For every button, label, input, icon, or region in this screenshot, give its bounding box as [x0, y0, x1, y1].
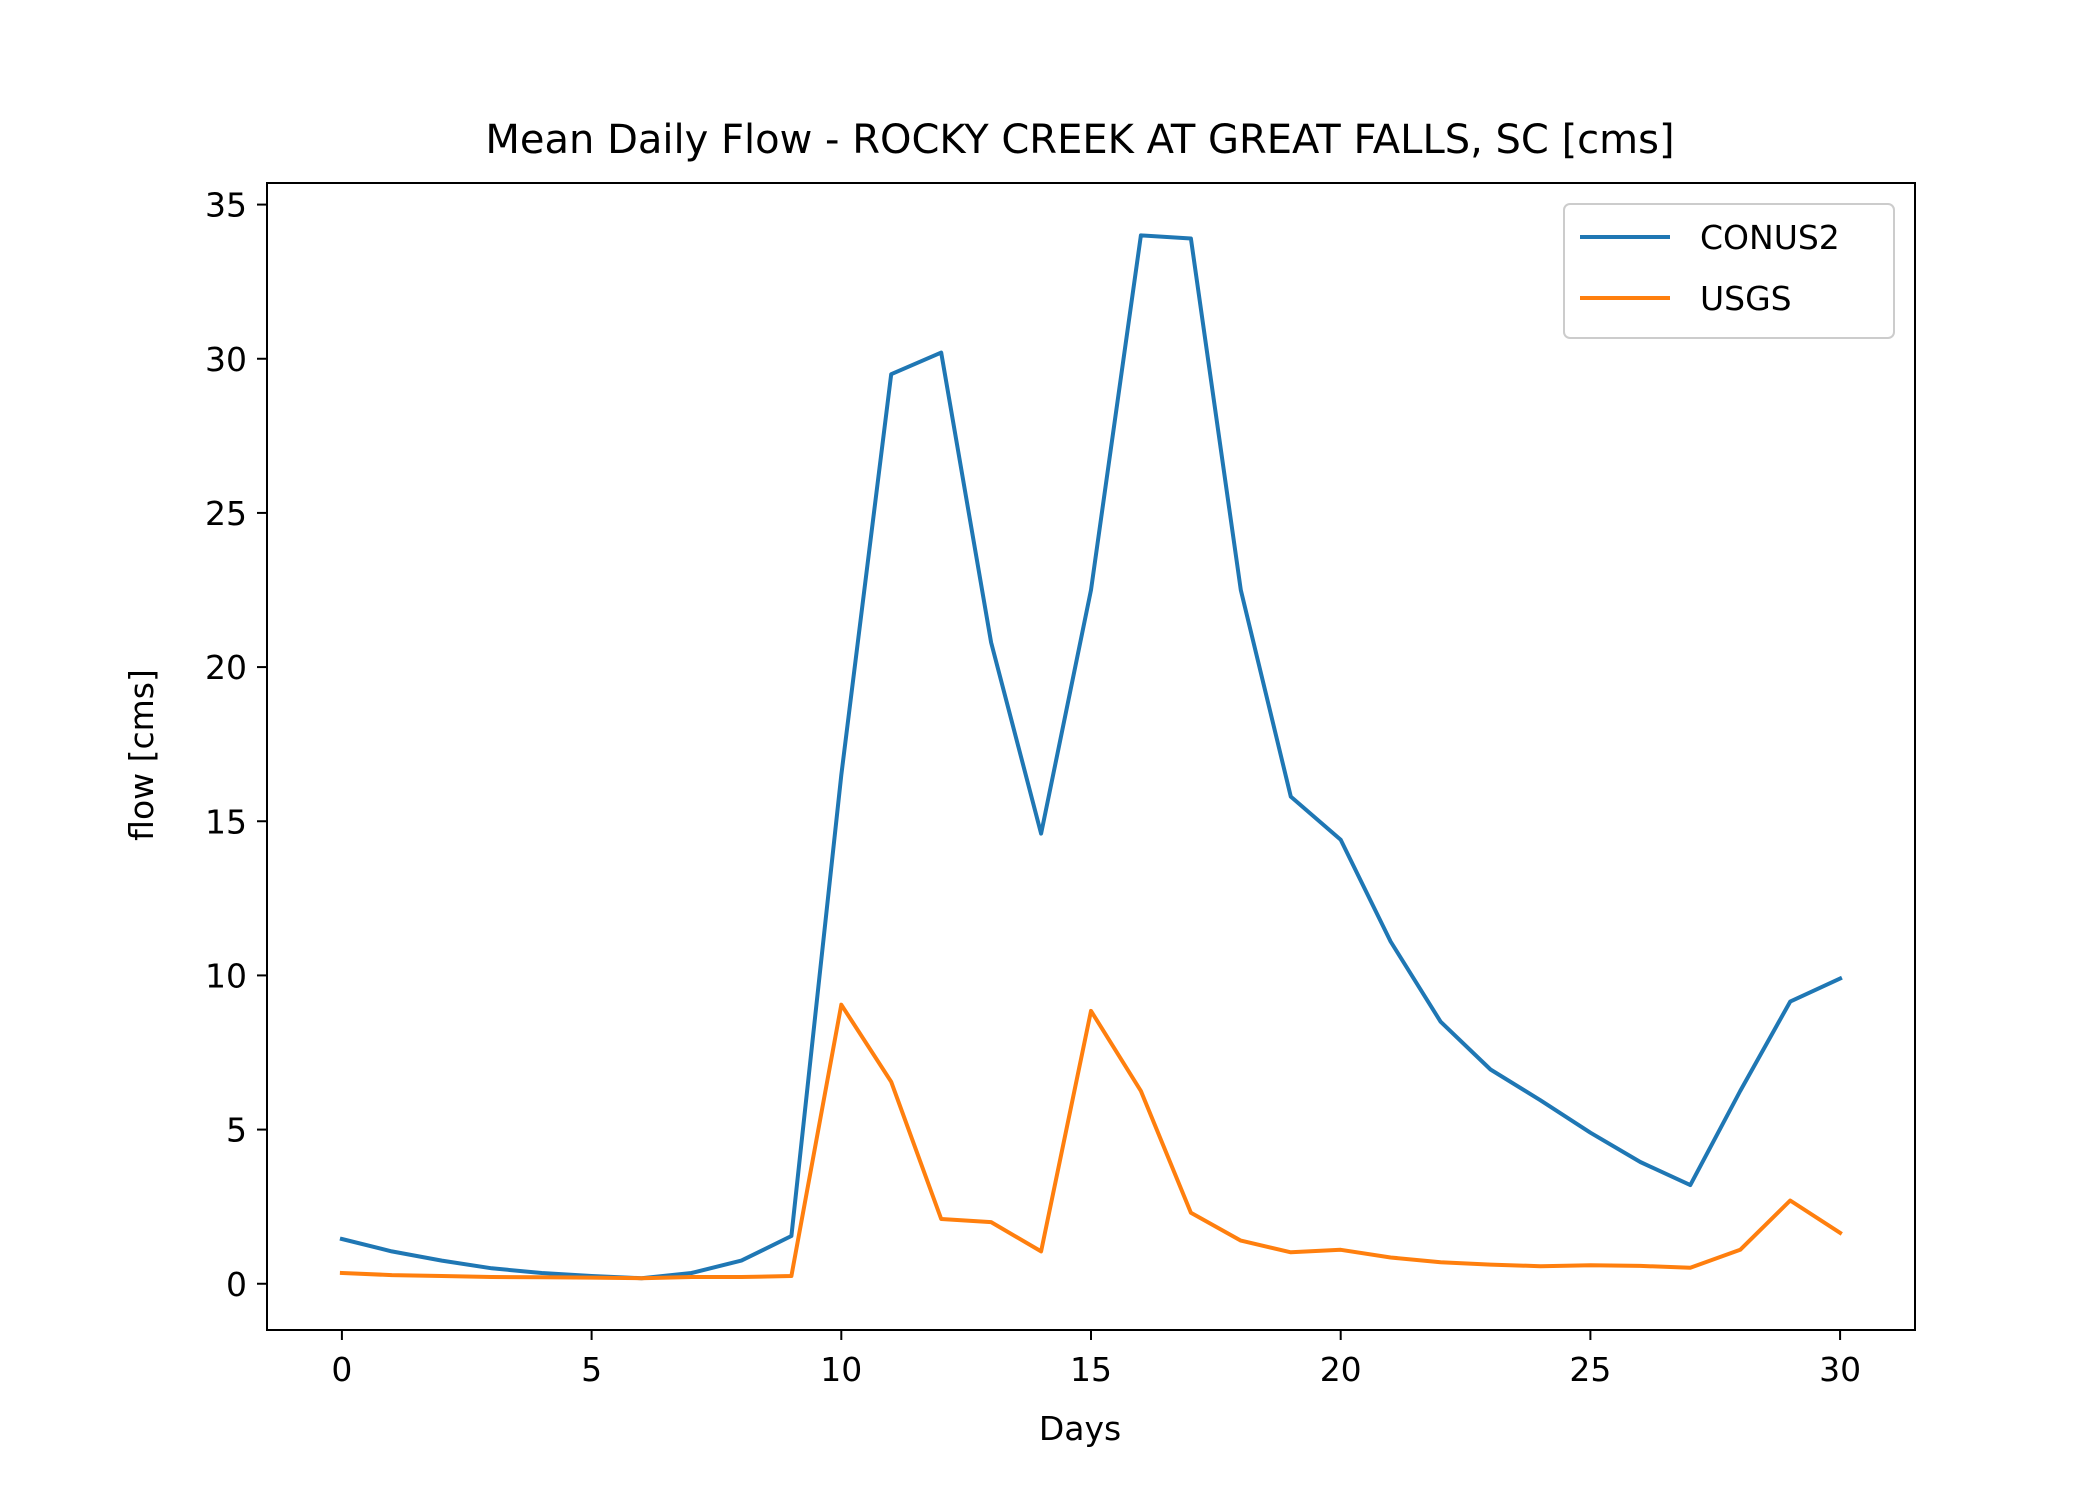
x-tick-label: 10 — [820, 1350, 862, 1389]
legend-label-usgs: USGS — [1700, 279, 1792, 318]
x-tick-label: 15 — [1070, 1350, 1112, 1389]
legend: CONUS2 USGS — [1563, 203, 1895, 339]
y-axis-label: flow [cms] — [122, 669, 161, 841]
y-tick-label: 15 — [205, 802, 247, 841]
legend-label-conus2: CONUS2 — [1700, 218, 1840, 257]
y-tick-label: 20 — [205, 648, 247, 687]
y-tick-label: 5 — [226, 1111, 247, 1150]
y-tick-label: 30 — [205, 340, 247, 379]
x-tick-label: 25 — [1569, 1350, 1611, 1389]
y-axis: 0 5 10 15 20 25 30 35 — [205, 186, 267, 1304]
y-tick-label: 35 — [205, 186, 247, 225]
x-tick-label: 5 — [581, 1350, 602, 1389]
y-tick-label: 0 — [226, 1265, 247, 1304]
x-tick-label: 30 — [1819, 1350, 1861, 1389]
x-axis: 0 5 10 15 20 25 30 — [331, 1330, 1861, 1389]
x-axis-label: Days — [1039, 1409, 1121, 1448]
y-tick-label: 25 — [205, 494, 247, 533]
chart-title: Mean Daily Flow - ROCKY CREEK AT GREAT F… — [485, 117, 1674, 163]
x-tick-label: 20 — [1320, 1350, 1362, 1389]
series-line-usgs — [339, 1002, 1843, 1281]
y-tick-label: 10 — [205, 956, 247, 995]
x-tick-label: 0 — [331, 1350, 352, 1389]
